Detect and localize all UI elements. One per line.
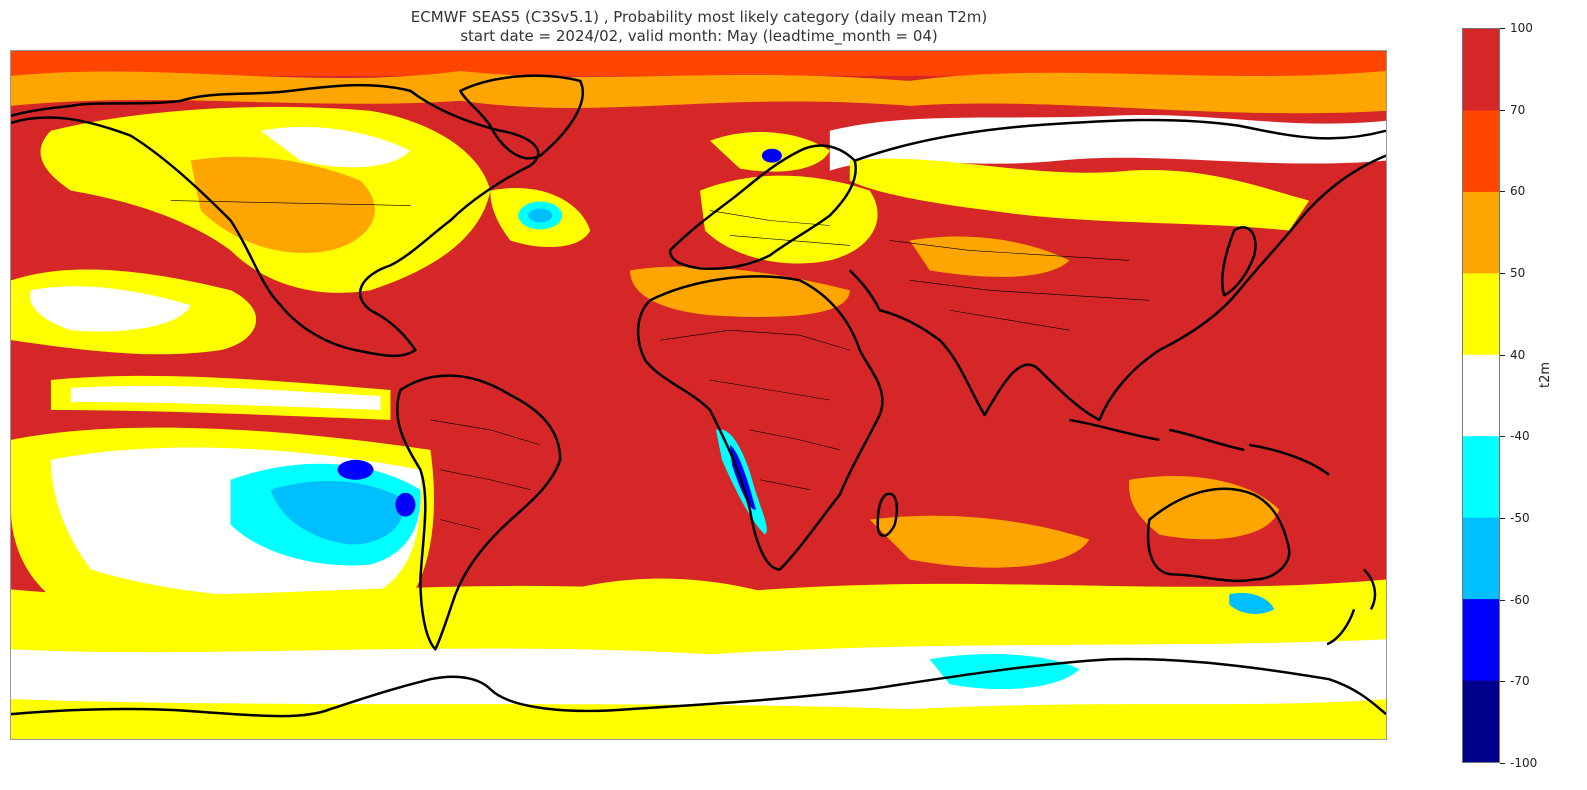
- benguela-blue: [729, 444, 756, 510]
- colorbar-tick-mark: [1500, 191, 1505, 192]
- colorbar-tick-label: 70: [1510, 103, 1526, 117]
- coast-new-zealand: [1326, 568, 1377, 646]
- southern-blue: [1229, 592, 1275, 614]
- colorbar-tick-mark: [1500, 436, 1505, 437]
- colorbar-tick-label: -50: [1510, 511, 1530, 525]
- atlantic-blue: [528, 208, 553, 223]
- colorbar-bin: [1463, 436, 1499, 519]
- colorbar-bin: [1463, 110, 1499, 193]
- colorbar-bin: [1463, 680, 1499, 762]
- spac-blue-2: [395, 492, 416, 517]
- colorbar: [1462, 28, 1500, 763]
- colorbar-tick-label: -40: [1510, 429, 1530, 443]
- colorbar-tick-mark: [1500, 355, 1505, 356]
- colorbar-bin: [1463, 599, 1499, 682]
- colorbar-bin: [1463, 517, 1499, 600]
- arctic-band: [11, 51, 1386, 76]
- colorbar-tick-mark: [1500, 763, 1505, 764]
- spac-blue: [337, 459, 374, 480]
- country-borders: [170, 200, 1150, 530]
- border-africa-1: [660, 329, 850, 351]
- colorbar-label: t2m: [1538, 361, 1553, 388]
- colorbar-bin: [1463, 273, 1499, 356]
- colorbar-tick-label: 100: [1510, 21, 1533, 35]
- siberia-yellow: [849, 158, 1310, 231]
- colorbar-tick-mark: [1500, 28, 1505, 29]
- colorbar-tick-mark: [1500, 110, 1505, 111]
- colorbar-tick-mark: [1500, 600, 1505, 601]
- equatorial-white: [70, 385, 381, 410]
- arctic-field: [11, 51, 1386, 231]
- coast-japan: [1221, 226, 1257, 297]
- border-africa-2: [709, 379, 830, 401]
- map-subtitle: start date = 2024/02, valid month: May (…: [460, 27, 938, 45]
- coastlines: [11, 74, 1386, 718]
- border-sa-2: [440, 469, 531, 491]
- border-sa-1: [430, 419, 541, 446]
- s-indian-orange: [869, 515, 1090, 568]
- arctic-orange: [11, 70, 1386, 114]
- coast-indonesia: [1069, 418, 1330, 476]
- east-pacific-field: [11, 269, 391, 420]
- spac-lightblue: [270, 481, 406, 545]
- border-sa-3: [440, 519, 481, 530]
- coast-north-america: [11, 83, 540, 358]
- colorbar-tick-mark: [1500, 518, 1505, 519]
- colorbar-bin: [1463, 191, 1499, 274]
- scandinavia-blue: [761, 148, 782, 163]
- coast-asia: [848, 118, 1386, 422]
- border-asia-3: [949, 309, 1070, 331]
- antarctic-yellow: [11, 699, 1386, 739]
- colorbar-tick-label: 60: [1510, 184, 1526, 198]
- colorbar-bins: [1463, 29, 1499, 762]
- antarctic-cyan: [929, 654, 1080, 690]
- europe-yellow: [699, 175, 878, 264]
- na-white: [260, 126, 411, 168]
- border-us-canada: [170, 200, 411, 206]
- coast-antarctica: [11, 657, 1386, 718]
- border-africa-3: [749, 429, 840, 451]
- border-asia-2: [909, 280, 1150, 301]
- map-panel[interactable]: [10, 50, 1387, 740]
- coast-africa: [636, 275, 884, 571]
- probability-map: [11, 51, 1386, 739]
- border-asia-1: [889, 240, 1130, 261]
- south-pacific-field: [11, 427, 434, 631]
- border-europe-2: [729, 235, 850, 246]
- coast-greenland: [459, 74, 584, 160]
- colorbar-tick-mark: [1500, 681, 1505, 682]
- s-atlantic-yellow: [570, 578, 790, 630]
- colorbar-tick-label: 50: [1510, 266, 1526, 280]
- colorbar-bin: [1463, 29, 1499, 111]
- coast-australia: [1146, 487, 1291, 583]
- colorbar-tick-label: -100: [1510, 756, 1538, 770]
- epac-white: [30, 286, 191, 332]
- coast-south-america: [395, 374, 562, 651]
- border-africa-4: [759, 479, 810, 491]
- border-europe-1: [709, 210, 830, 226]
- colorbar-tick-label: -60: [1510, 593, 1530, 607]
- coast-madagascar: [876, 492, 899, 538]
- colorbar-tick-label: -70: [1510, 674, 1530, 688]
- colorbar-tick-label: 40: [1510, 348, 1526, 362]
- siberia-white: [829, 114, 1386, 171]
- colorbar-tick-mark: [1500, 273, 1505, 274]
- map-title: ECMWF SEAS5 (C3Sv5.1) , Probability most…: [410, 8, 988, 26]
- coast-europe: [668, 144, 857, 271]
- central-asia-orange: [909, 236, 1070, 277]
- colorbar-bin: [1463, 354, 1499, 437]
